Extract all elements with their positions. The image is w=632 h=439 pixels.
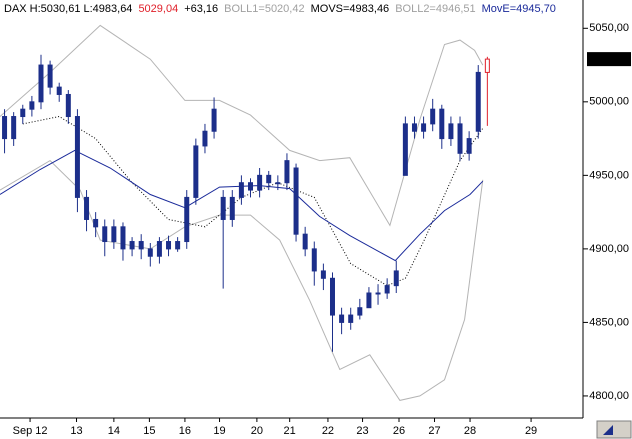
candle-body	[329, 277, 335, 316]
x-tick-label: 27	[428, 425, 440, 437]
header-part: MovE=4945,70	[482, 3, 556, 15]
y-tick-label: 4800,00	[589, 390, 629, 402]
candle-body	[393, 270, 399, 287]
candle-body	[129, 241, 135, 250]
x-tick-label: Sep 12	[13, 425, 48, 437]
x-tick-label: 23	[356, 425, 368, 437]
x-tick-label: 29	[525, 425, 537, 437]
y-tick-label: 5050,00	[589, 22, 629, 34]
candle-body	[320, 270, 326, 279]
indicator-line	[0, 24, 484, 227]
candle-body	[284, 160, 290, 184]
candle-body	[411, 123, 417, 132]
header-part: 5029,04	[138, 3, 178, 15]
candle-body	[56, 86, 62, 95]
candle-body	[248, 182, 254, 191]
candle-body	[339, 314, 345, 323]
candle-body	[202, 130, 208, 147]
candle-body	[20, 108, 26, 118]
candle-body	[275, 182, 281, 185]
candle-body	[439, 108, 445, 140]
header-part: DAX H:5030,61 L:4983,64	[4, 3, 132, 15]
candle-body	[430, 108, 436, 125]
candle-body	[47, 64, 53, 88]
candle-body	[211, 108, 217, 132]
y-tick-label: 4950,00	[589, 169, 629, 181]
x-tick-label: 14	[108, 425, 120, 437]
indicator-line	[0, 149, 484, 262]
x-tick-label: 28	[464, 425, 476, 437]
candle-body	[302, 233, 308, 250]
x-tick-label: 26	[393, 425, 405, 437]
candle-body	[156, 241, 162, 257]
button-icon	[603, 425, 613, 435]
candle-body	[238, 182, 244, 198]
candle-body	[375, 292, 381, 295]
candle-body	[229, 196, 235, 220]
candle-body	[65, 93, 71, 118]
candle-body	[366, 292, 372, 309]
candle-body	[138, 241, 144, 250]
candle-body	[111, 226, 117, 243]
candle-body	[102, 226, 108, 243]
candle-body	[466, 138, 472, 154]
candle-body	[11, 116, 17, 140]
candle-body	[475, 71, 481, 132]
x-tick-label: 19	[213, 425, 225, 437]
header-part: BOLL1=5020,42	[224, 3, 304, 15]
candle-body	[357, 307, 363, 316]
header: DAX H:5030,61 L:4983,64 5029,04 +63,16 BOLL…	[4, 3, 556, 15]
candle-body	[384, 285, 390, 294]
candle-body	[193, 145, 199, 198]
x-tick-label: 21	[284, 425, 296, 437]
candle-body	[38, 64, 44, 103]
candle-body	[2, 116, 8, 140]
candle-body	[484, 58, 490, 73]
candle-body	[29, 101, 35, 110]
candle-body	[74, 116, 80, 198]
candle-body	[348, 314, 354, 323]
button-box[interactable]	[596, 420, 632, 439]
candle-body	[311, 248, 317, 272]
x-tick-label: 22	[322, 425, 334, 437]
x-tick-label: 20	[251, 425, 263, 437]
header-part: +63,16	[184, 3, 218, 15]
header-part: MOVS=4983,46	[311, 3, 390, 15]
candle-body	[293, 167, 299, 235]
corner-button[interactable]	[596, 420, 632, 439]
y-tick-label: 4900,00	[589, 243, 629, 255]
candle-body	[147, 248, 153, 257]
last-price-label: 5029,04	[589, 53, 629, 65]
candle-body	[421, 123, 427, 132]
candle-body	[266, 174, 272, 184]
candle-body	[220, 196, 226, 220]
candle-body	[184, 196, 190, 243]
x-tick-label: 15	[143, 425, 155, 437]
y-tick-label: 5000,00	[589, 96, 629, 108]
x-tick-label: 13	[70, 425, 82, 437]
candle-body	[93, 218, 99, 228]
candle-body	[448, 123, 454, 140]
header-part: BOLL2=4946,51	[395, 3, 475, 15]
candle-body	[175, 241, 181, 250]
candle-body	[257, 174, 263, 191]
last-price-box	[587, 52, 631, 67]
y-tick-label: 4850,00	[589, 316, 629, 328]
candle-body	[84, 196, 90, 220]
x-tick-label: 16	[179, 425, 191, 437]
candle-body	[120, 226, 126, 250]
candle-body	[402, 123, 408, 176]
candle-body	[166, 241, 172, 250]
candle-body	[457, 123, 463, 154]
